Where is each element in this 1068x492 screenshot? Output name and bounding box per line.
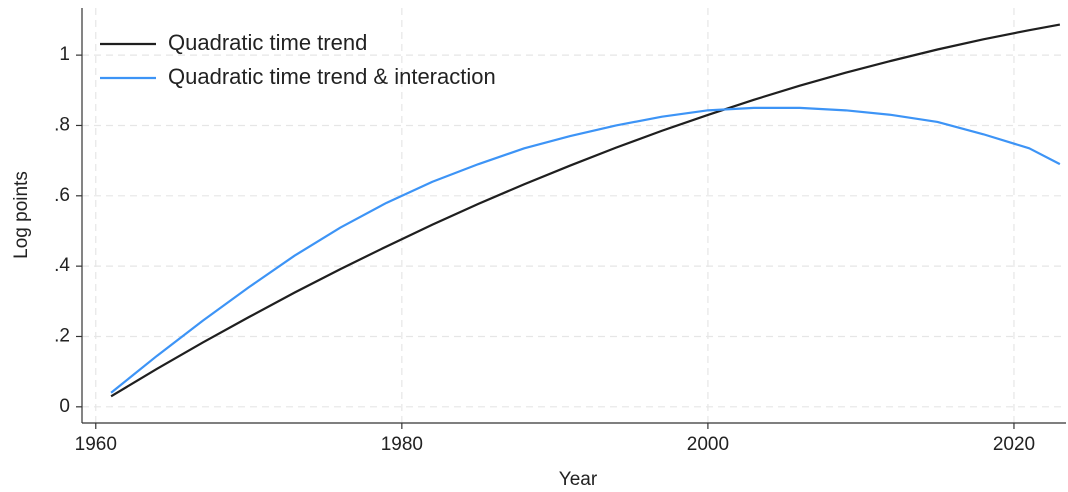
y-tick-label: .4 [54,255,70,276]
x-tick-label: 2000 [687,434,729,455]
x-tick-label: 1980 [381,434,423,455]
x-axis-label: Year [559,469,598,490]
x-tick-label: 2020 [993,434,1035,455]
legend-label: Quadratic time trend & interaction [168,64,496,89]
y-tick-label: .6 [54,185,70,206]
legend-label: Quadratic time trend [168,30,367,55]
series-line [110,23,1061,398]
y-tick-label: 0 [59,396,70,417]
series-line [110,106,1061,394]
y-axis-label: Log points [11,171,32,259]
y-tick-label: .2 [54,325,70,346]
y-tick-label: .8 [54,114,70,135]
x-tick-label: 1960 [75,434,117,455]
y-tick-label: 1 [59,44,70,65]
